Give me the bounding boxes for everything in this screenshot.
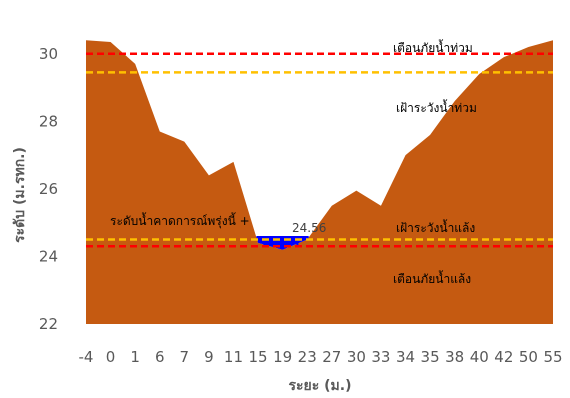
x-tick-label: 42 xyxy=(494,348,513,366)
x-tick-label: 35 xyxy=(421,348,440,366)
flood-watch-label: เฝ้าระวังน้ำท่วม xyxy=(396,99,477,115)
x-tick-label: 30 xyxy=(347,348,366,366)
y-tick-label: 28 xyxy=(39,112,58,130)
x-tick-label: 7 xyxy=(180,348,190,366)
y-tick-label: 30 xyxy=(39,45,58,63)
ground-area-group xyxy=(86,40,553,325)
drought-watch-label: เฝ้าระวังน้ำแล้ง xyxy=(396,219,475,235)
x-tick-label: 55 xyxy=(543,348,562,366)
x-tick-label: 23 xyxy=(298,348,317,366)
x-tick-label: 33 xyxy=(371,348,390,366)
y-tick-label: 22 xyxy=(39,315,58,333)
flood-warning-label: เตือนภัยน้ำท่วม xyxy=(393,39,473,55)
x-tick-label: 6 xyxy=(155,348,165,366)
x-tick-label: 27 xyxy=(322,348,341,366)
forecast-level-value: 24.56 xyxy=(292,221,326,235)
y-tick-label: 24 xyxy=(39,247,58,265)
y-axis-title: ระดับ (ม.รทก.) xyxy=(12,147,28,243)
x-tick-label: 19 xyxy=(273,348,292,366)
x-tick-label: 50 xyxy=(519,348,538,366)
x-tick-label: 1 xyxy=(130,348,140,366)
x-tick-label: 0 xyxy=(106,348,116,366)
x-tick-labels: -4 0 1 6 7 9 11 15 19 23 27 30 33 34 35 38 40 42 50 55 xyxy=(79,348,563,366)
x-tick-label: -4 xyxy=(79,348,94,366)
drought-warning-label: เตือนภัยน้ำแล้ง xyxy=(393,270,471,286)
x-tick-label: 15 xyxy=(249,348,268,366)
threshold-lines-group xyxy=(86,52,553,248)
x-tick-label: 40 xyxy=(470,348,489,366)
forecast-level-label: ระดับน้ำคาดการณ์พรุ่งนี้ + xyxy=(110,212,250,229)
y-tick-labels: 22 24 26 28 30 xyxy=(39,45,58,333)
y-tick-label: 26 xyxy=(39,180,58,198)
x-tick-label: 9 xyxy=(204,348,214,366)
ground-area xyxy=(86,40,553,325)
x-tick-label: 38 xyxy=(445,348,464,366)
x-axis-title: ระยะ (ม.) xyxy=(289,378,352,394)
x-tick-label: 34 xyxy=(396,348,415,366)
x-tick-label: 11 xyxy=(224,348,243,366)
